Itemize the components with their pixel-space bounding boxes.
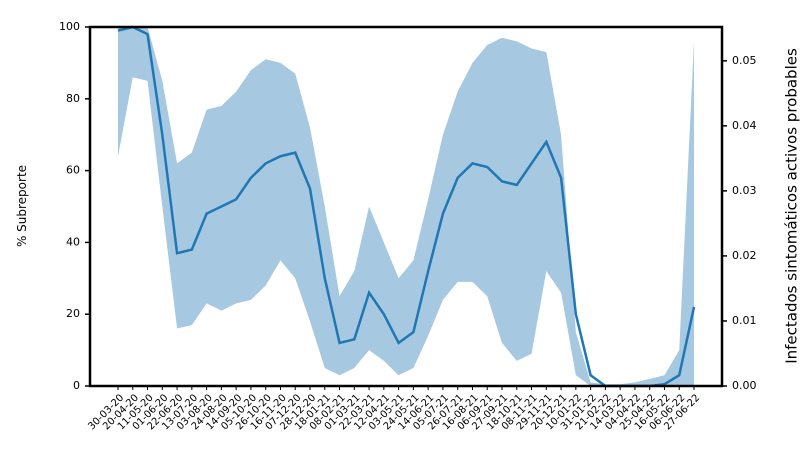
y-tick-label: 40 bbox=[66, 235, 80, 248]
line bbox=[117, 25, 696, 388]
plot-frame bbox=[88, 25, 724, 388]
y2-tick-label: 0.05 bbox=[732, 54, 757, 67]
y-axis-label: % Subreporte bbox=[15, 165, 29, 247]
y2-tick-label: 0.02 bbox=[732, 249, 757, 262]
y2-tick-label: 0.03 bbox=[732, 184, 757, 197]
y-tick-label: 100 bbox=[59, 20, 80, 33]
y-tick-label: 80 bbox=[66, 92, 80, 105]
y2-axis-label: Infectados sintomáticos activos probable… bbox=[783, 48, 801, 364]
y-tick-label: 20 bbox=[66, 307, 80, 320]
y-tick-label: 60 bbox=[66, 164, 80, 177]
y2-tick-label: 0.01 bbox=[732, 314, 757, 327]
confidence-band bbox=[118, 27, 694, 386]
y-tick-label: 0 bbox=[73, 379, 80, 392]
y2-tick-label: 0.04 bbox=[732, 119, 757, 132]
y2-tick-label: 0.00 bbox=[732, 379, 757, 392]
